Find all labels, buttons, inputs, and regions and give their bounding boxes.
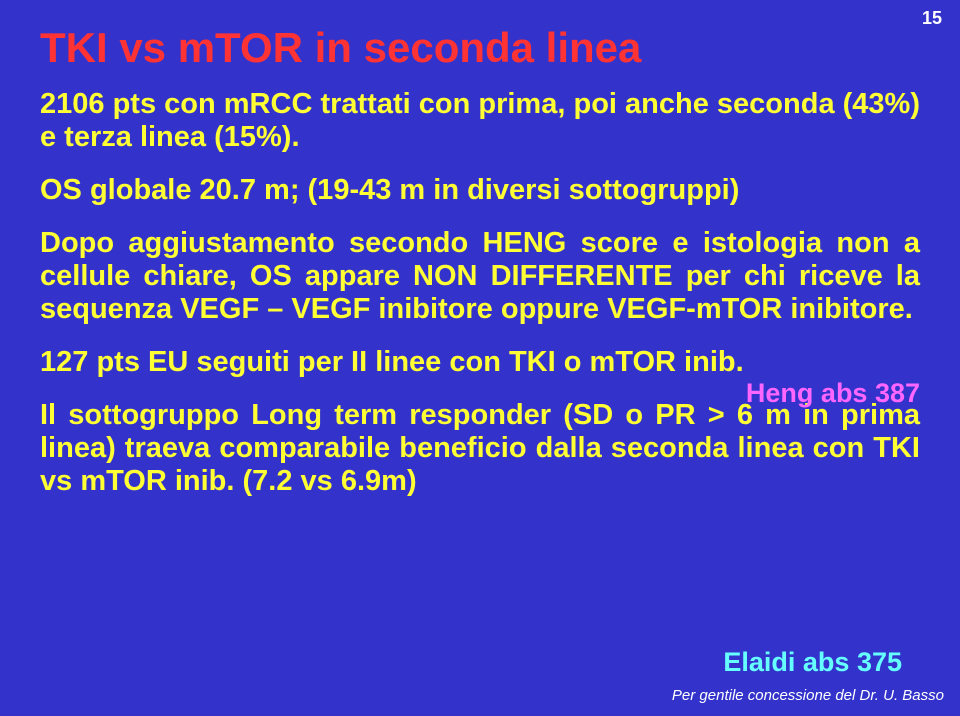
paragraph-2: OS globale 20.7 m; (19-43 m in diversi s… [40,174,920,207]
slide: 15 TKI vs mTOR in seconda linea 2106 pts… [0,0,960,716]
reference-heng: Heng abs 387 [746,378,920,409]
slide-title: TKI vs mTOR in seconda linea [40,24,920,72]
paragraph-4: 127 pts EU seguiti per II linee con TKI … [40,346,920,379]
paragraph-5: Il sottogruppo Long term responder (SD o… [40,399,920,498]
paragraph-1: 2106 pts con mRCC trattati con prima, po… [40,88,920,154]
paragraph-3: Dopo aggiustamento secondo HENG score e … [40,227,920,326]
page-number: 15 [922,8,942,29]
reference-elaidi: Elaidi abs 375 [723,647,902,678]
footer-credit: Per gentile concessione del Dr. U. Basso [672,687,944,704]
